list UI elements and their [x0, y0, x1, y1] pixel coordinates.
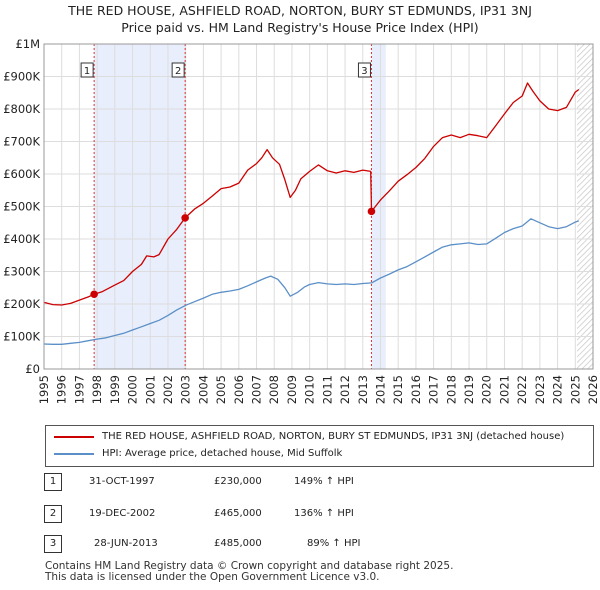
x-tick-label: 1998 — [90, 375, 104, 404]
x-tick-label: 2005 — [214, 375, 228, 404]
x-tick-label: 1999 — [108, 375, 122, 404]
x-tick-label: 2010 — [303, 375, 317, 404]
y-tick-label: £900K — [3, 70, 40, 84]
chart-subtitle: Price paid vs. HM Land Registry's House … — [121, 20, 479, 35]
transaction-date: 19-DEC-2002 — [89, 508, 156, 519]
legend-label-property: THE RED HOUSE, ASHFIELD ROAD, NORTON, BU… — [102, 431, 565, 442]
transaction-number: 3 — [44, 535, 62, 553]
legend-label-hpi: HPI: Average price, detached house, Mid … — [102, 448, 343, 459]
sale-label-box — [171, 62, 185, 78]
sale-label-box — [80, 62, 94, 78]
y-tick-label: £500K — [3, 200, 40, 214]
sale-point — [181, 214, 189, 222]
x-tick-label: 2025 — [568, 375, 582, 404]
x-tick-label: 2019 — [462, 375, 476, 404]
plot-border — [43, 43, 594, 370]
x-tick-label: 2007 — [250, 375, 264, 404]
x-tick-label: 2001 — [143, 375, 157, 404]
x-tick-label: 2024 — [551, 375, 565, 404]
transaction-hpi: 89% ↑ HPI — [307, 538, 361, 549]
sale-point — [367, 207, 376, 216]
x-tick-label: 1997 — [72, 375, 86, 404]
sale-label: 1 — [84, 66, 90, 77]
x-tick-label: 2018 — [444, 375, 458, 404]
sale-label: 2 — [175, 66, 181, 77]
series-line-hpi — [43, 218, 580, 345]
x-tick-label: 2022 — [515, 375, 529, 404]
footer-license: This data is licensed under the Open Gov… — [45, 571, 380, 583]
y-tick-label: £100K — [3, 330, 40, 344]
x-tick-label: 2006 — [232, 375, 246, 404]
x-tick-label: 2002 — [161, 375, 175, 404]
x-tick-label: 2013 — [356, 375, 370, 404]
x-tick-label: 2003 — [179, 375, 193, 404]
x-tick-label: 2009 — [285, 375, 299, 404]
transaction-number: 2 — [44, 505, 62, 523]
transaction-row: 2 19-DEC-2002 £465,000 136% ↑ HPI — [44, 504, 584, 524]
transaction-date: 28-JUN-2013 — [94, 538, 158, 549]
transaction-date: 31-OCT-1997 — [89, 476, 155, 487]
y-tick-label: £700K — [3, 135, 40, 149]
transaction-row: 1 31-OCT-1997 £230,000 149% ↑ HPI — [44, 472, 584, 492]
x-tick-label: 2023 — [533, 375, 547, 404]
x-tick-label: 2012 — [338, 375, 352, 404]
transaction-price: £465,000 — [214, 508, 262, 519]
y-tick-label: £800K — [3, 102, 40, 116]
x-tick-label: 2020 — [480, 375, 494, 404]
transaction-hpi: 136% ↑ HPI — [294, 508, 354, 519]
chart-title: THE RED HOUSE, ASHFIELD ROAD, NORTON, BU… — [68, 3, 532, 18]
transaction-number: 1 — [44, 473, 62, 491]
sale-point — [90, 290, 98, 299]
legend-swatch-hpi — [54, 453, 94, 455]
sale-label: 3 — [361, 66, 367, 77]
x-tick-label: 2008 — [267, 375, 281, 404]
transaction-hpi: 149% ↑ HPI — [294, 476, 354, 487]
x-tick-label: 2004 — [196, 375, 210, 404]
transaction-row: 3 28-JUN-2013 £485,000 89% ↑ HPI — [44, 534, 584, 554]
series-line-property — [43, 82, 580, 306]
y-tick-label: £1M — [15, 37, 40, 51]
x-tick-label: 2021 — [497, 375, 511, 404]
x-tick-label: 2000 — [126, 375, 140, 404]
sale-label-box — [357, 62, 371, 78]
legend-item-property: THE RED HOUSE, ASHFIELD ROAD, NORTON, BU… — [46, 429, 593, 445]
price-chart: 1 2 3 £0 £100K £200K £300K £400K £500K £600K £700K… — [3, 37, 600, 404]
y-tick-label: £300K — [3, 265, 40, 279]
y-tick-label: £0 — [25, 362, 40, 376]
x-tick-label: 2014 — [373, 375, 387, 404]
x-tick-label: 1996 — [55, 375, 69, 404]
x-tick-label: 2015 — [391, 375, 405, 404]
x-tick-label: 2016 — [409, 375, 423, 404]
transaction-price: £230,000 — [214, 476, 262, 487]
x-tick-label: 2026 — [586, 375, 600, 404]
transaction-price: £485,000 — [214, 538, 262, 549]
footer-copyright: Contains HM Land Registry data © Crown c… — [45, 560, 454, 572]
chart-legend: THE RED HOUSE, ASHFIELD ROAD, NORTON, BU… — [45, 425, 594, 467]
legend-item-hpi: HPI: Average price, detached house, Mid … — [46, 446, 593, 462]
x-tick-label: 2017 — [427, 375, 441, 404]
y-tick-label: £600K — [3, 167, 40, 181]
y-tick-label: £400K — [3, 232, 40, 246]
x-tick-label: 2011 — [320, 375, 334, 404]
x-tick-label: 1995 — [37, 375, 51, 404]
legend-swatch-property — [54, 436, 94, 438]
y-tick-label: £200K — [3, 297, 40, 311]
